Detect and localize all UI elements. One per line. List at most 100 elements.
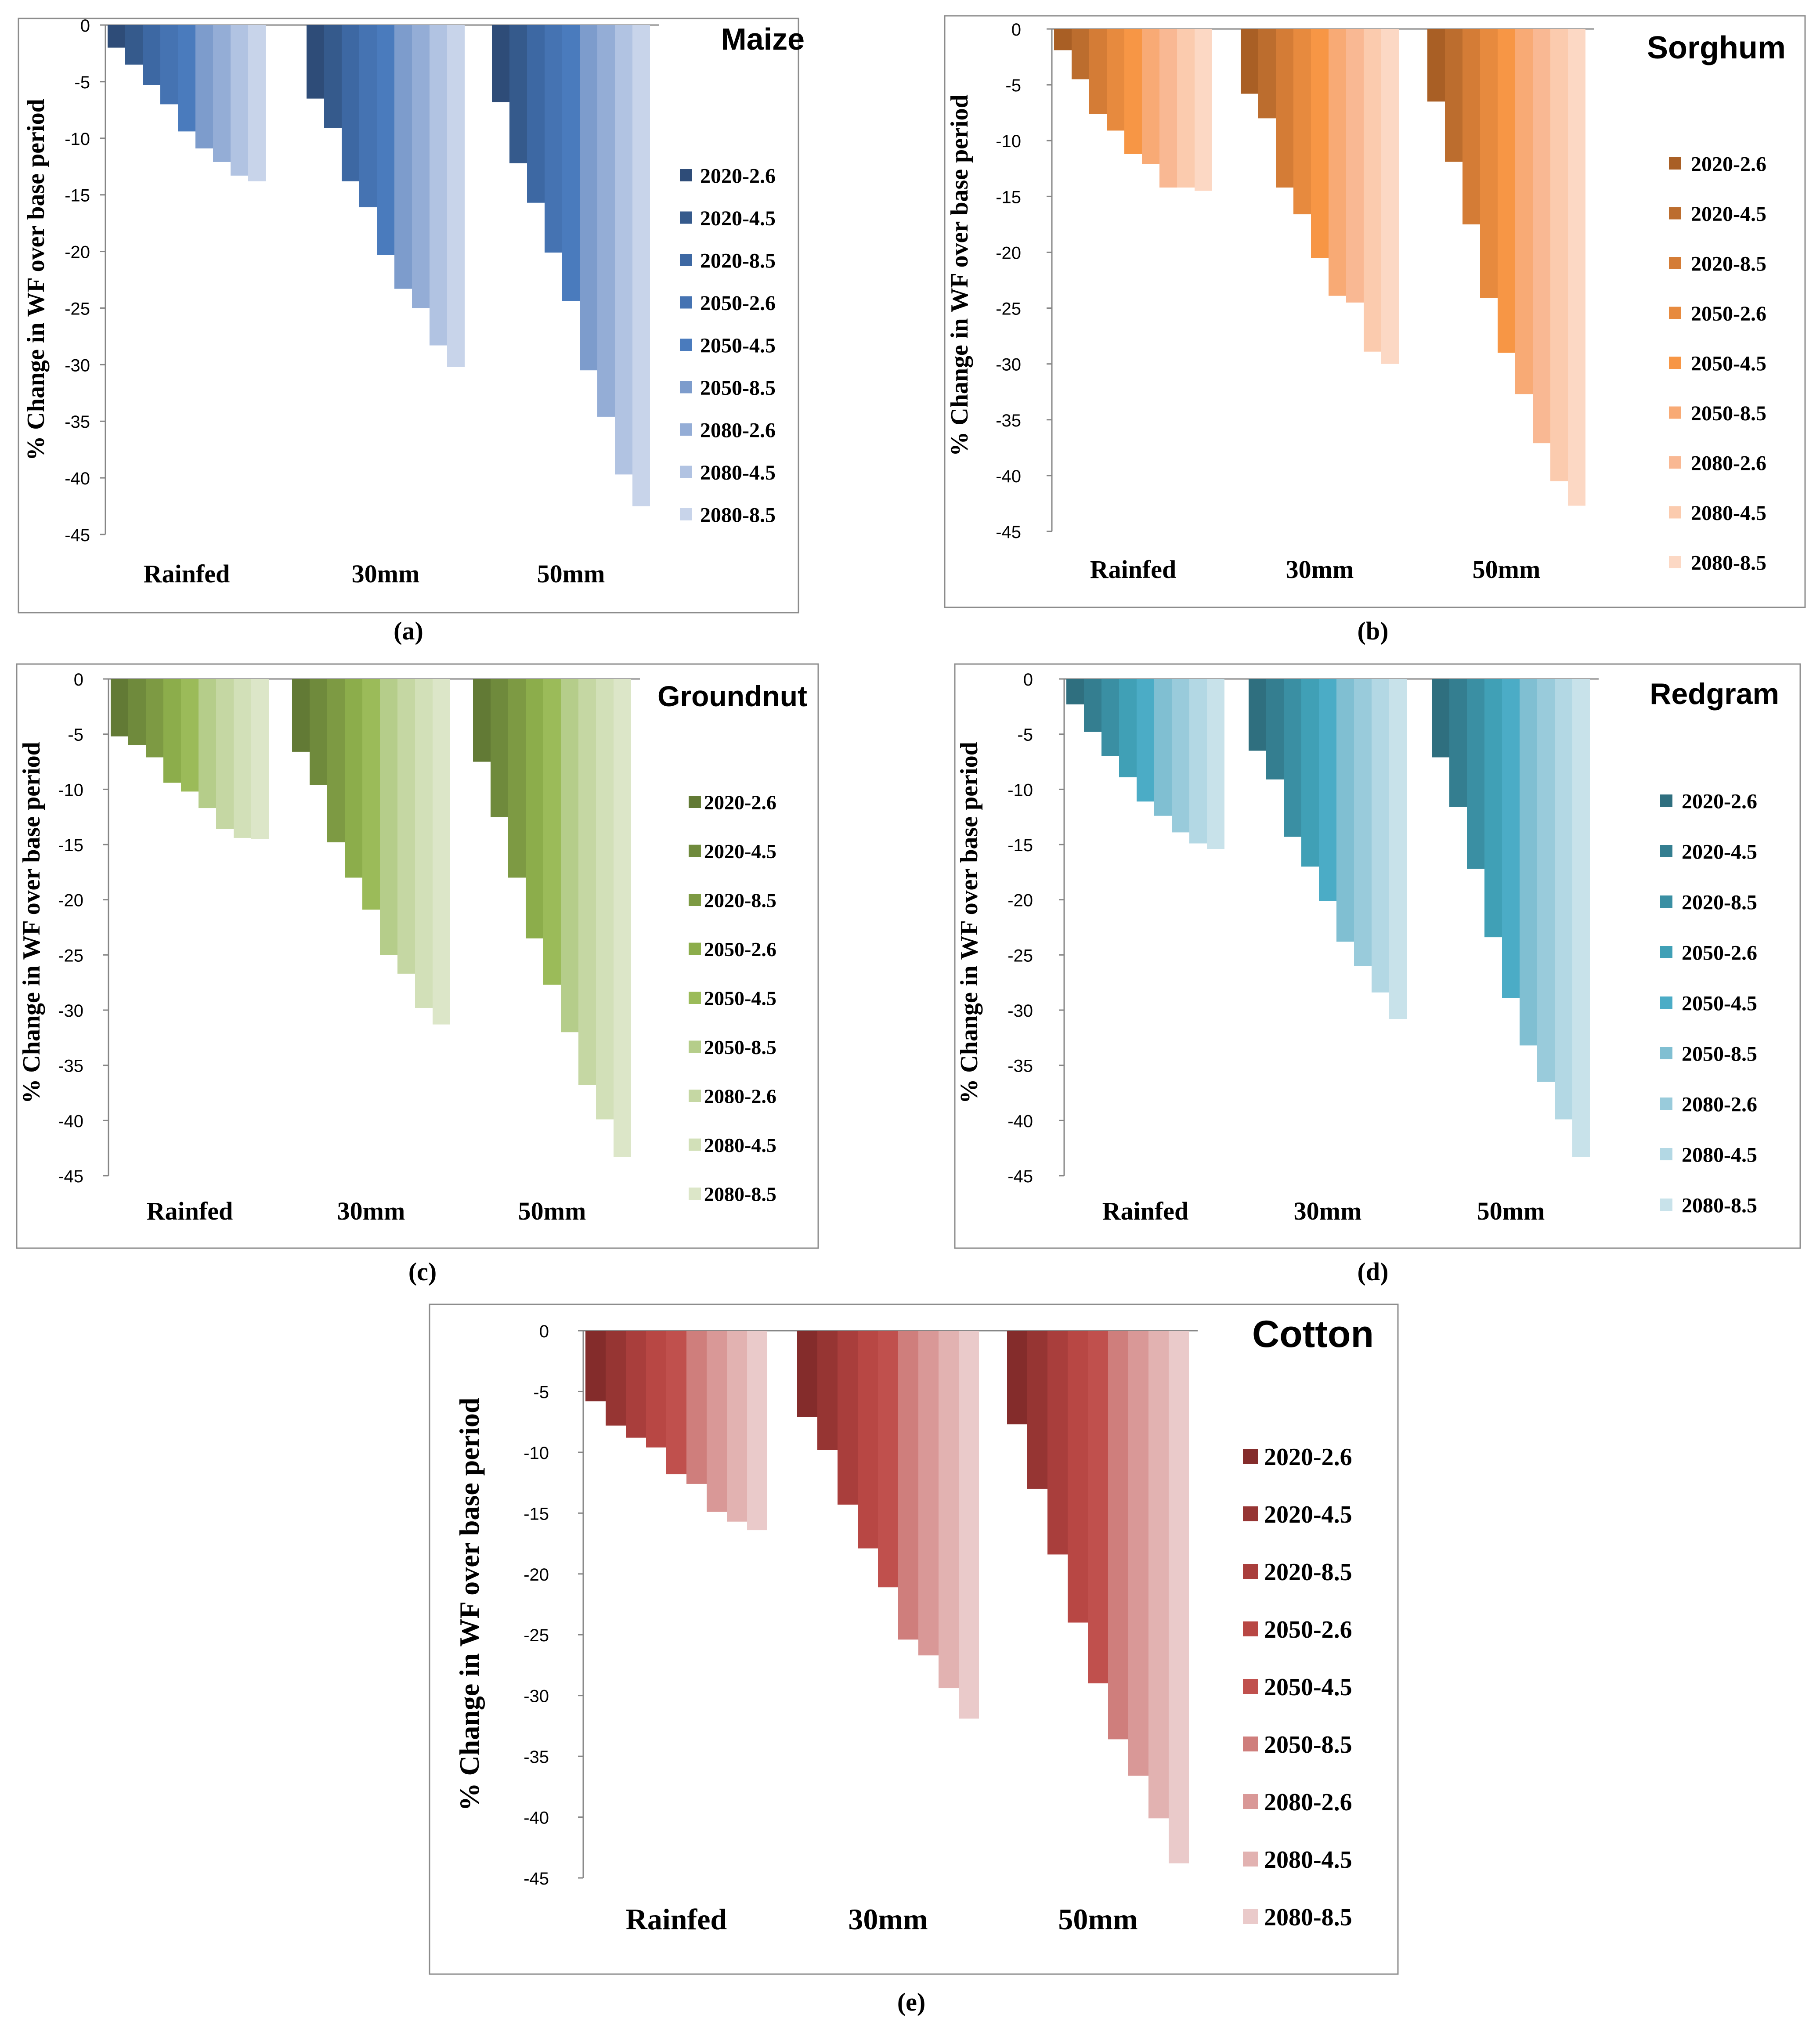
legend-swatch <box>1243 1564 1258 1579</box>
category-label: 30mm <box>848 1903 928 1936</box>
legend-swatch <box>680 254 692 266</box>
legend-label: 2050-2.6 <box>1264 1616 1352 1643</box>
legend-label: 2050-4.5 <box>704 987 776 1010</box>
bar <box>1119 679 1137 777</box>
bar <box>1207 679 1224 849</box>
bar <box>1467 679 1484 869</box>
bar <box>578 679 596 1085</box>
legend-label: 2020-8.5 <box>700 249 776 272</box>
bar <box>666 1331 686 1474</box>
bar <box>1293 29 1311 215</box>
bar <box>1520 679 1537 1046</box>
legend-swatch <box>689 894 701 906</box>
legend-label: 2080-4.5 <box>704 1134 776 1156</box>
y-tick-label: 0 <box>80 16 90 36</box>
legend-label: 2050-8.5 <box>700 376 776 400</box>
chart-panel: 0 -5 -10 -15 -20 -25 -30 -35 -40 -45 Rainfed 30mm 50… <box>954 663 1801 1286</box>
bar <box>108 25 125 48</box>
bar <box>1148 1331 1169 1819</box>
category-label: 50mm <box>1473 555 1541 584</box>
legend-label: 2080-2.6 <box>1264 1789 1352 1816</box>
bar <box>686 1331 707 1484</box>
bar <box>838 1331 858 1505</box>
bar <box>1101 679 1119 756</box>
bar <box>1381 29 1399 364</box>
bar <box>377 25 394 255</box>
panel-label: (e) <box>897 1988 925 2016</box>
bar <box>1249 679 1266 751</box>
bar <box>1432 679 1449 758</box>
y-tick-label: -35 <box>1008 1057 1033 1076</box>
bar <box>111 679 128 737</box>
legend-label: 2050-8.5 <box>1682 1042 1757 1065</box>
y-tick-label: 0 <box>74 670 83 690</box>
bar <box>1445 29 1462 162</box>
bar <box>959 1331 979 1719</box>
y-tick-label: -25 <box>65 299 90 318</box>
category-label: Rainfed <box>1102 1197 1189 1225</box>
bar <box>345 679 362 878</box>
legend-label: 2080-8.5 <box>704 1183 776 1206</box>
bar <box>632 25 650 506</box>
y-tick-label: -45 <box>1008 1167 1033 1186</box>
bar <box>1427 29 1445 102</box>
bar <box>1159 29 1177 188</box>
legend-label: 2050-8.5 <box>1691 402 1766 425</box>
bar <box>1284 679 1301 837</box>
bar <box>1089 29 1107 114</box>
y-tick-label: -10 <box>1008 780 1033 800</box>
y-axis-label: % Change in WF over base period <box>454 1397 485 1811</box>
legend-label: 2050-2.6 <box>704 938 776 960</box>
legend-label: 2080-8.5 <box>1682 1194 1757 1217</box>
legend-swatch <box>680 466 692 478</box>
legend-swatch <box>1660 946 1672 958</box>
legend-swatch <box>1660 895 1672 908</box>
y-tick-label: -15 <box>58 836 83 855</box>
legend-label: 2080-8.5 <box>1691 551 1766 574</box>
bar <box>1364 29 1381 352</box>
y-tick-label: -40 <box>65 469 90 488</box>
y-axis-label: % Change in WF over base period <box>946 94 973 456</box>
bar <box>1189 679 1207 844</box>
bar <box>1449 679 1467 807</box>
bar <box>307 25 324 99</box>
bar <box>1195 29 1212 191</box>
category-label: 30mm <box>337 1197 405 1225</box>
category-label: Rainfed <box>144 560 230 588</box>
bar <box>1555 679 1572 1119</box>
bar <box>415 679 433 1008</box>
category-label: 50mm <box>1477 1197 1545 1225</box>
category-label: 30mm <box>1294 1197 1362 1225</box>
bar <box>359 25 377 208</box>
bar <box>1354 679 1372 966</box>
bar <box>1515 29 1533 394</box>
bar <box>898 1331 918 1640</box>
bar <box>817 1331 838 1450</box>
bar <box>1107 29 1124 131</box>
y-tick-label: -40 <box>524 1809 549 1828</box>
legend-swatch <box>680 169 692 181</box>
chart-panel: 0 -5 -10 -15 -20 -25 -30 -35 -40 -45 Rainfed 30mm 50… <box>429 1303 1399 2016</box>
bar <box>562 25 580 301</box>
legend-label: 2080-4.5 <box>1264 1846 1352 1874</box>
chart-title: Groundnut <box>657 680 807 712</box>
y-tick-label: -10 <box>996 132 1021 151</box>
legend-swatch <box>1660 996 1672 1009</box>
bar <box>1484 679 1502 938</box>
y-tick-label: -30 <box>996 355 1021 375</box>
y-tick-label: -35 <box>58 1057 83 1076</box>
bar <box>160 25 178 105</box>
bar <box>878 1331 898 1588</box>
legend-swatch <box>1660 845 1672 857</box>
bar <box>178 25 195 132</box>
legend-label: 2020-8.5 <box>1264 1559 1352 1586</box>
bar <box>1533 29 1550 444</box>
legend-swatch <box>680 381 692 394</box>
category-label: Rainfed <box>1090 555 1177 584</box>
legend-label: 2080-2.6 <box>704 1085 776 1108</box>
legend-swatch <box>1669 157 1681 170</box>
y-tick-label: -15 <box>996 188 1021 207</box>
bar <box>626 1331 646 1438</box>
legend-swatch <box>689 992 701 1004</box>
y-tick-label: -20 <box>65 243 90 262</box>
